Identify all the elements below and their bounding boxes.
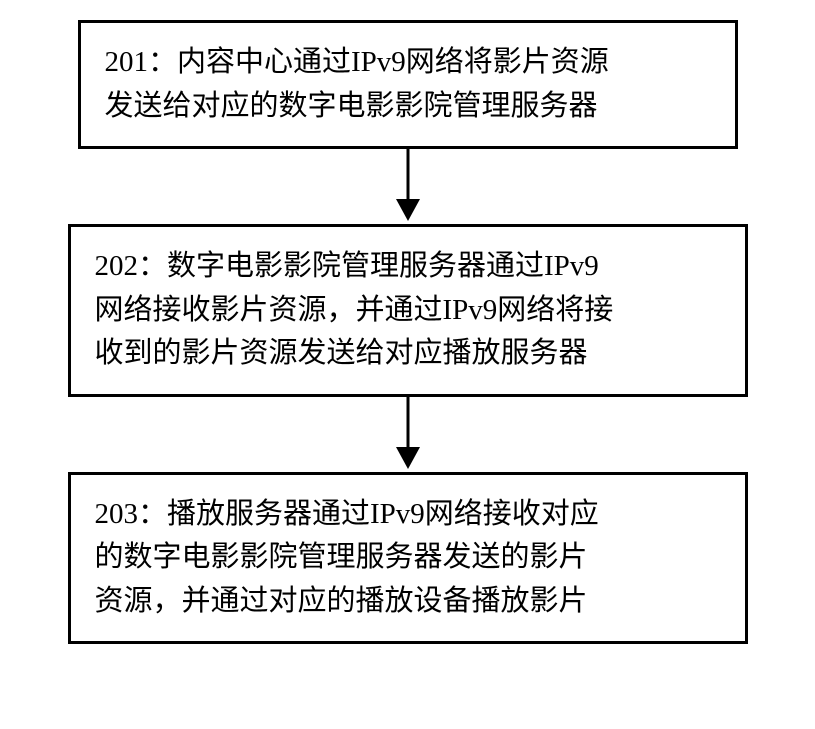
arrow-down-icon	[388, 149, 428, 224]
arrow-down-icon	[388, 397, 428, 472]
flowchart-step-203: 203：播放服务器通过IPv9网络接收对应 的数字电影影院管理服务器发送的影片 …	[68, 472, 748, 645]
flowchart-step-202: 202：数字电影影院管理服务器通过IPv9 网络接收影片资源，并通过IPv9网络…	[68, 224, 748, 397]
arrow-1-to-2	[388, 149, 428, 224]
step-203-text: 203：播放服务器通过IPv9网络接收对应 的数字电影影院管理服务器发送的影片 …	[95, 498, 599, 617]
flowchart-container: 201：内容中心通过IPv9网络将影片资源 发送给对应的数字电影影院管理服务器 …	[68, 20, 748, 644]
arrow-2-to-3	[388, 397, 428, 472]
flowchart-step-201: 201：内容中心通过IPv9网络将影片资源 发送给对应的数字电影影院管理服务器	[78, 20, 738, 149]
step-201-text: 201：内容中心通过IPv9网络将影片资源 发送给对应的数字电影影院管理服务器	[105, 46, 609, 122]
step-202-text: 202：数字电影影院管理服务器通过IPv9 网络接收影片资源，并通过IPv9网络…	[95, 250, 614, 369]
